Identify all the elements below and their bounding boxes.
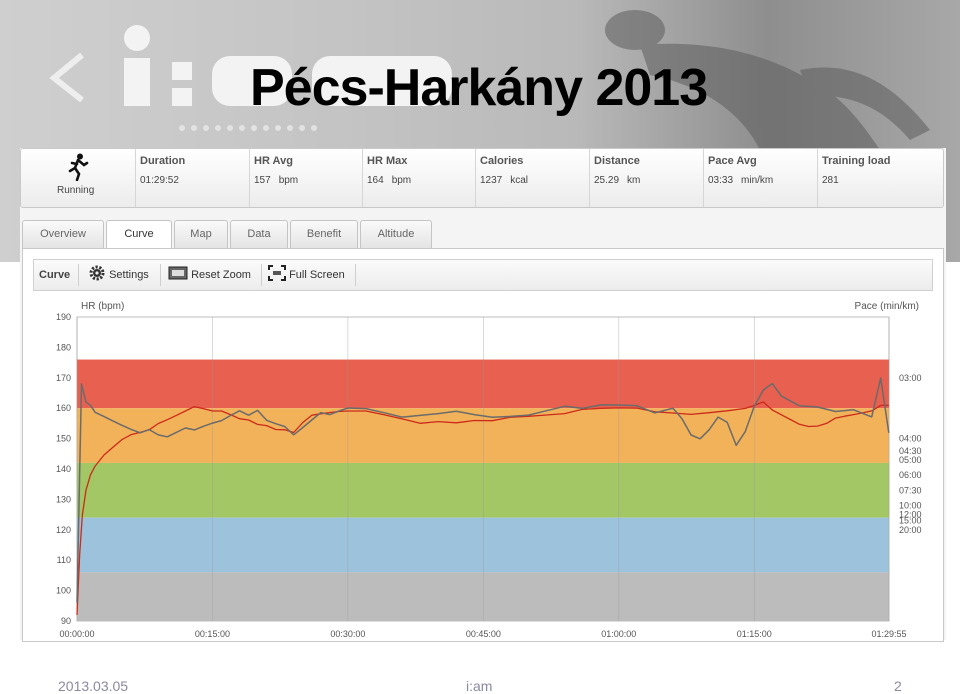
toolbar-divider bbox=[261, 264, 262, 286]
tab-benefit[interactable]: Benefit bbox=[290, 220, 358, 248]
stat-duration: Duration 01:29:52 bbox=[135, 149, 250, 207]
stat-value: 25.29 km bbox=[594, 175, 641, 186]
athlete-silhouette bbox=[605, 10, 930, 150]
pace-tick-label: 05:00 bbox=[899, 455, 922, 465]
hr-zone-band bbox=[77, 462, 889, 518]
pace-tick-label: 12:00 bbox=[899, 510, 922, 520]
x-tick-label: 00:00:00 bbox=[59, 629, 94, 639]
y-axis-label: HR (bpm) bbox=[81, 301, 124, 312]
stat-label: Pace Avg bbox=[708, 155, 757, 167]
stat-label: HR Max bbox=[367, 155, 408, 167]
chart-axes: 190 180 170 160 150 140 130 120 110 100 90 00:00:00… bbox=[56, 301, 922, 639]
chart-toolbar: Curve Settings Reset Zoom bbox=[33, 259, 933, 291]
stat-label: Duration bbox=[140, 155, 186, 167]
stat-value: 1237 kcal bbox=[480, 175, 529, 186]
footer-date: 2013.03.05 bbox=[58, 678, 129, 694]
pace-series-line bbox=[76, 377, 890, 603]
stat-hr-max: HR Max 164 bpm bbox=[362, 149, 476, 207]
tab-altitude[interactable]: Altitude bbox=[360, 220, 432, 248]
slide-title: Pécs-Harkány 2013 bbox=[250, 59, 708, 117]
runner-icon bbox=[68, 153, 89, 181]
chart-series bbox=[76, 377, 890, 615]
pace-tick-label: 04:00 bbox=[899, 434, 922, 444]
hr-series-line bbox=[76, 401, 889, 615]
stat-label: Distance bbox=[594, 155, 640, 167]
y-tick-label: 130 bbox=[56, 494, 71, 504]
sport-cell: Running bbox=[21, 149, 136, 207]
stat-label: Calories bbox=[480, 155, 524, 167]
stat-hr-avg: HR Avg 157 bpm bbox=[249, 149, 363, 207]
y2-axis-label: Pace (min/km) bbox=[855, 301, 919, 312]
y-tick-label: 150 bbox=[56, 434, 71, 444]
stat-distance: Distance 25.29 km bbox=[589, 149, 704, 207]
x-tick-label: 00:30:00 bbox=[330, 629, 365, 639]
stat-value: 281 bbox=[822, 175, 839, 186]
page-number: 2 bbox=[894, 678, 902, 694]
reset-zoom-button[interactable]: Reset Zoom bbox=[168, 260, 251, 290]
stat-value: 157 bpm bbox=[254, 175, 299, 186]
y-tick-label: 170 bbox=[56, 373, 71, 383]
tab-map[interactable]: Map bbox=[174, 220, 228, 248]
y-tick-label: 100 bbox=[56, 586, 71, 596]
pace-tick-label: 07:30 bbox=[899, 485, 922, 495]
tab-overview[interactable]: Overview bbox=[22, 220, 104, 248]
fullscreen-icon bbox=[268, 265, 286, 281]
stat-training-load: Training load 281 bbox=[817, 149, 942, 207]
stat-pace-avg: Pace Avg 03:33 min/km bbox=[703, 149, 818, 207]
pace-tick-label: 10:00 bbox=[899, 500, 922, 510]
sport-label: Running bbox=[57, 185, 95, 196]
x-tick-label: 00:45:00 bbox=[466, 629, 501, 639]
tab-curve[interactable]: Curve bbox=[106, 220, 172, 249]
toolbar-divider bbox=[78, 264, 79, 286]
stat-calories: Calories 1237 kcal bbox=[475, 149, 590, 207]
y-tick-label: 120 bbox=[56, 525, 71, 535]
hr-zones bbox=[76, 316, 890, 622]
pace-tick-label: 20:00 bbox=[899, 525, 922, 535]
stat-value: 03:33 min/km bbox=[708, 175, 774, 186]
footer-brand: i:am bbox=[466, 678, 493, 694]
gear-icon bbox=[89, 265, 105, 281]
stat-value: 01:29:52 bbox=[140, 175, 179, 186]
brand-logo bbox=[49, 25, 452, 131]
stat-label: Training load bbox=[822, 155, 891, 167]
chart-grid bbox=[76, 317, 890, 621]
pace-tick-label: 15:00 bbox=[899, 516, 922, 526]
stat-label: HR Avg bbox=[254, 155, 293, 167]
app-window: Running Duration 01:29:52 HR Avg 157 bpm … bbox=[20, 148, 946, 642]
x-tick-label: 00:15:00 bbox=[195, 629, 230, 639]
pace-tick-label: 06:00 bbox=[899, 470, 922, 480]
summary-stats-bar: Running Duration 01:29:52 HR Avg 157 bpm … bbox=[20, 148, 944, 208]
stat-value: 164 bpm bbox=[367, 175, 412, 186]
curve-panel: Curve Settings Reset Zoom bbox=[22, 248, 944, 642]
pace-tick-label: 03:00 bbox=[899, 373, 922, 383]
y-tick-label: 180 bbox=[56, 342, 71, 352]
y-tick-label: 140 bbox=[56, 464, 71, 474]
tab-data[interactable]: Data bbox=[230, 220, 288, 248]
hr-zone-band bbox=[77, 517, 889, 573]
y-tick-label: 160 bbox=[56, 403, 71, 413]
y-tick-label: 190 bbox=[56, 312, 71, 322]
zoom-reset-icon bbox=[168, 266, 188, 280]
x-tick-label: 01:29:55 bbox=[871, 629, 906, 639]
x-tick-label: 01:00:00 bbox=[601, 629, 636, 639]
pace-tick-label: 04:30 bbox=[899, 446, 922, 456]
toolbar-title: Curve bbox=[39, 269, 71, 281]
x-tick-label: 01:15:00 bbox=[737, 629, 772, 639]
hr-zone-band bbox=[77, 359, 889, 409]
settings-button[interactable]: Settings bbox=[88, 260, 149, 290]
y-tick-label: 90 bbox=[61, 616, 71, 626]
y-tick-label: 110 bbox=[57, 555, 71, 565]
toolbar-divider bbox=[355, 264, 356, 286]
hr-zone-band bbox=[77, 572, 889, 621]
full-screen-button[interactable]: Full Screen bbox=[268, 260, 345, 290]
hr-pace-chart: 190 180 170 160 150 140 130 120 110 100 90 00:00:00… bbox=[56, 301, 922, 639]
toolbar-divider bbox=[160, 264, 161, 286]
